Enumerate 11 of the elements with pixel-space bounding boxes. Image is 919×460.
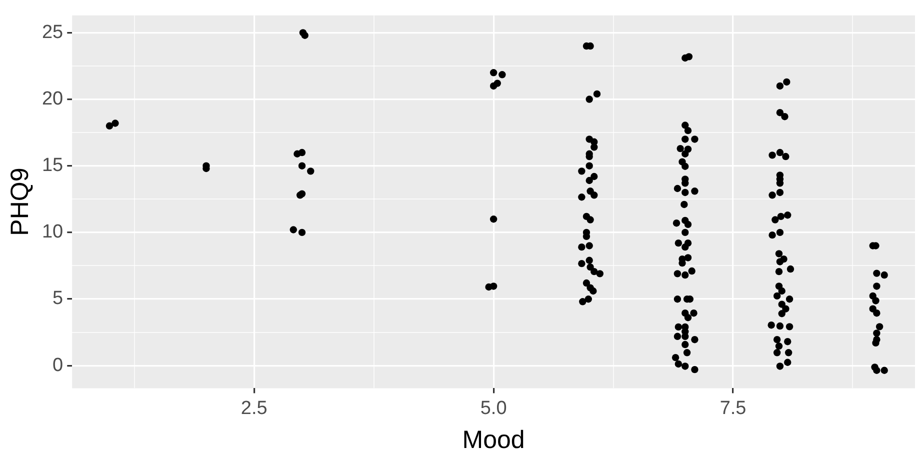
y-tick-label: 0: [52, 354, 64, 376]
y-tick-label: 15: [42, 155, 64, 176]
x-tick-label: 5.0: [480, 398, 507, 419]
y-axis-title: PHQ9: [6, 168, 34, 236]
x-tick-label: 2.5: [240, 398, 268, 419]
y-tick-label: 20: [42, 88, 64, 110]
y-tick-label: 10: [42, 222, 64, 243]
y-tick-label: 5: [52, 288, 64, 310]
x-axis-title: Mood: [462, 426, 525, 454]
y-tick-label: 25: [42, 22, 64, 43]
x-tick-label: 7.5: [720, 398, 746, 419]
